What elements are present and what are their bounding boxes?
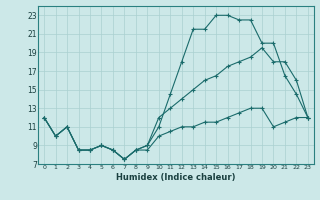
- X-axis label: Humidex (Indice chaleur): Humidex (Indice chaleur): [116, 173, 236, 182]
